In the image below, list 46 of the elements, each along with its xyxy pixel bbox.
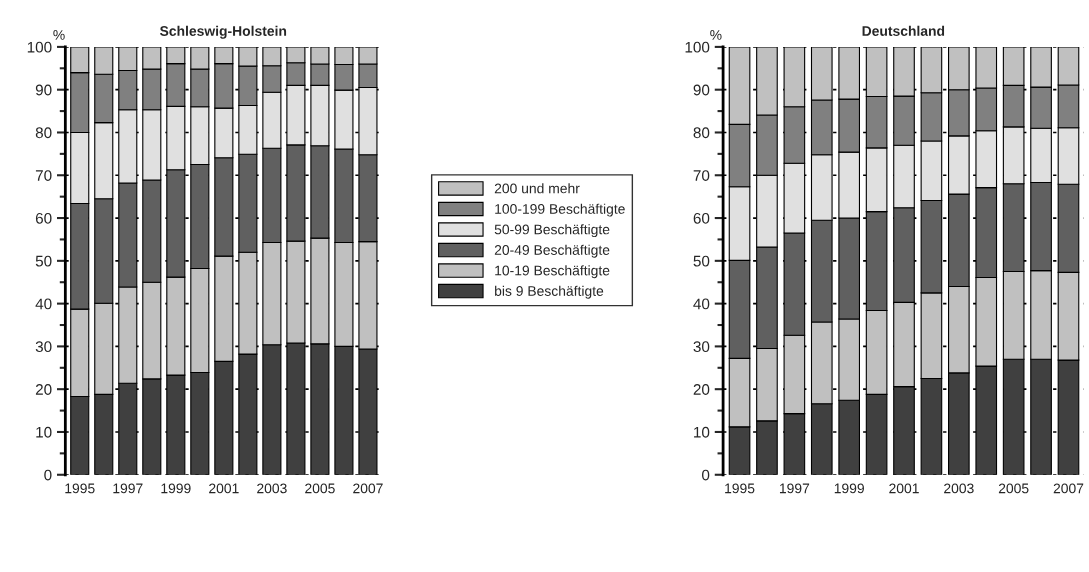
x-tick-label: 2003 <box>944 483 974 494</box>
y-tick-label: 50 <box>693 255 710 267</box>
y-tick-label: 50 <box>35 255 52 267</box>
x-tick-label: 1999 <box>161 483 191 494</box>
y-tick-label: 100 <box>685 41 710 53</box>
x-tick-label: 1997 <box>779 483 810 494</box>
x-tick-label: 2007 <box>1053 483 1084 494</box>
y-tick-label: 10 <box>694 426 710 438</box>
x-tick-label: 1995 <box>65 483 95 494</box>
y-tick-label: 90 <box>35 84 52 96</box>
x-tick-label: 1999 <box>834 483 864 494</box>
y-axis-title: % <box>53 30 65 40</box>
legend-label: 100-199 Beschäftigte <box>495 203 625 217</box>
y-tick-label: 80 <box>693 127 710 139</box>
y-tick-label: 30 <box>35 341 52 353</box>
x-tick-label: 1995 <box>725 483 755 494</box>
y-tick-label: 90 <box>693 84 710 96</box>
y-tick-label: 0 <box>702 469 710 481</box>
legend-label: 200 und mehr <box>494 183 580 194</box>
y-tick-label: 80 <box>35 127 52 139</box>
y-tick-label: 0 <box>44 469 52 481</box>
y-tick-label: 60 <box>35 212 52 224</box>
y-tick-label: 30 <box>693 341 710 353</box>
x-tick-label: 2001 <box>209 483 239 494</box>
y-tick-label: 70 <box>693 170 710 181</box>
y-tick-label: 40 <box>693 298 710 310</box>
legend-label: 10-19 Beschäftigte <box>495 265 610 279</box>
legend-label: 20-49 Beschäftigte <box>494 244 610 258</box>
x-tick-label: 2003 <box>257 483 287 494</box>
chart-title: Schleswig-Holstein <box>159 25 287 39</box>
x-tick-label: 2005 <box>305 483 335 494</box>
x-tick-label: 2007 <box>353 483 383 494</box>
x-tick-label: 2001 <box>889 483 919 494</box>
y-tick-label: 20 <box>693 384 710 395</box>
y-axis-title: % <box>710 30 722 40</box>
x-tick-label: 2005 <box>998 483 1029 494</box>
y-tick-label: 40 <box>35 298 52 310</box>
y-tick-label: 10 <box>36 426 52 438</box>
legend-label: 50-99 Beschäftigte <box>494 224 610 238</box>
y-tick-label: 60 <box>693 212 710 224</box>
y-tick-label: 20 <box>35 384 52 395</box>
legend-label: bis 9 Beschäftigte <box>495 285 604 299</box>
y-tick-label: 70 <box>35 170 52 181</box>
y-tick-label: 100 <box>27 41 52 53</box>
x-tick-label: 1997 <box>113 483 143 494</box>
chart-title: Deutschland <box>862 25 945 36</box>
